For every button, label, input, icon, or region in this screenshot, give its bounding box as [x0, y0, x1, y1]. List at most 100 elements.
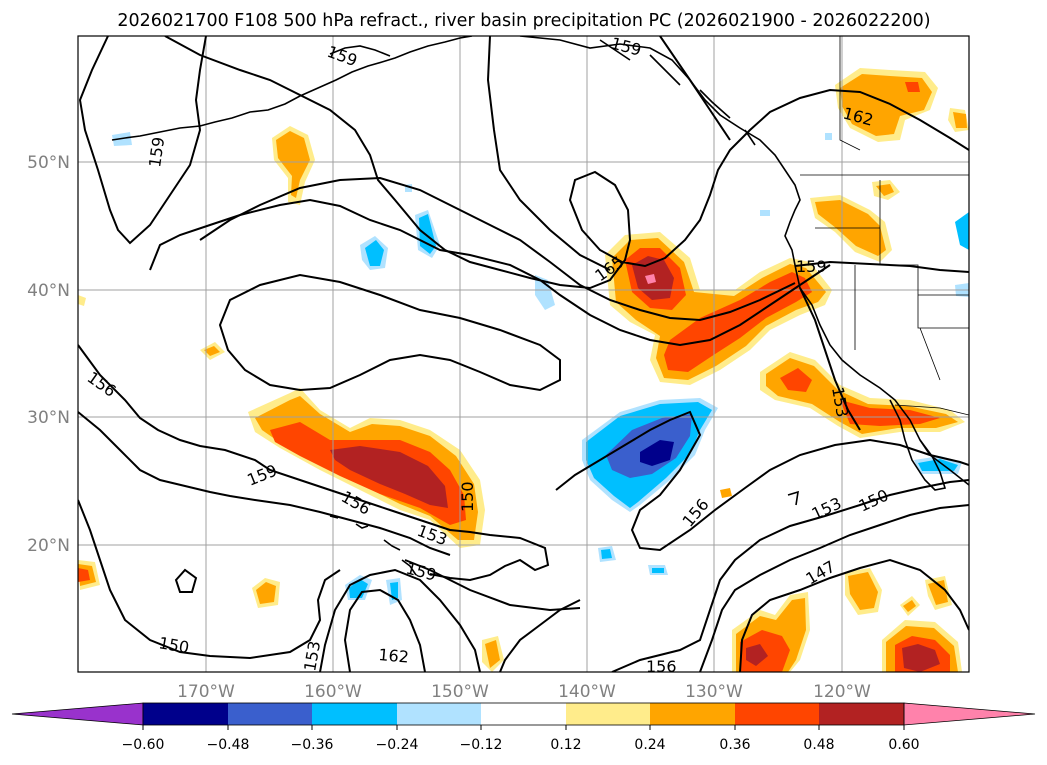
contour-165: [164, 36, 969, 290]
colorbar-tick-label: −0.24: [376, 737, 419, 753]
shade-ne-pink: [645, 274, 656, 284]
figure-title: 2026021700 F108 500 hPa refract., river …: [117, 11, 930, 31]
shade-wp1-orange: [276, 131, 310, 198]
contour-150-east: [699, 504, 969, 672]
contour-165-inner: [486, 36, 611, 271]
shade-se2-orange: [848, 572, 878, 610]
coast-alaska-south: [519, 36, 969, 486]
lon-label: 140°W: [558, 682, 616, 702]
lon-label: 120°W: [813, 682, 871, 702]
colorbar-ticks: [142, 725, 905, 730]
lon-label: 160°W: [304, 682, 362, 702]
contour-153-coast: [799, 287, 861, 431]
shade-wp3-orange: [256, 582, 276, 604]
shade-neg-w1-cyan: [419, 214, 436, 254]
shade-neg-main-navy: [640, 440, 674, 466]
shade-neg-w2-cyan: [365, 240, 384, 266]
contour-159-hawaii: [404, 559, 581, 612]
contour-162-south: [343, 588, 426, 672]
colorbar: −0.60 −0.48 −0.36 −0.24 −0.12 0.12 0.24 …: [11, 702, 1036, 753]
shade-neg-w12-light: [760, 210, 770, 216]
colorbar-tick-label: 0.24: [634, 737, 665, 753]
contour-small-loop: [174, 568, 198, 593]
contour-label: 156: [646, 657, 677, 676]
lat-label: 30°N: [27, 408, 70, 428]
longitude-labels: 170°W 160°W 150°W 140°W 130°W 120°W: [177, 682, 871, 702]
contour-label: 159: [609, 34, 643, 60]
contour-label: 159: [145, 136, 168, 169]
colorbar-tick-label: −0.36: [291, 737, 334, 753]
shade-wp5-yellow: [78, 295, 86, 306]
shade-ca-red: [780, 368, 940, 426]
border-state-1: [815, 180, 969, 381]
colorbar-segment: [143, 703, 228, 725]
shade-neg-main-blue: [606, 414, 692, 478]
contour-label: 159: [796, 257, 827, 276]
colorbar-segment: [481, 703, 566, 725]
contour-label: 150: [458, 481, 477, 512]
colorbar-tick-label: 0.60: [888, 737, 919, 753]
latitude-labels: 50°N 40°N 30°N 20°N: [27, 153, 70, 556]
contour-156-west: [78, 344, 550, 582]
colorbar-tick-labels: −0.60 −0.48 −0.36 −0.24 −0.12 0.12 0.24 …: [122, 737, 920, 753]
colorbar-segment: [735, 703, 819, 725]
shade-wp6-orange: [485, 640, 500, 668]
shade-central-darkred: [330, 446, 448, 508]
shading-layer: [78, 68, 969, 672]
colorbar-segment: [228, 703, 312, 725]
shade-neg-w7-cyan: [652, 568, 664, 573]
shade-se4-darkred: [902, 644, 940, 672]
height-contours: [78, 36, 969, 672]
colorbar-tick-label: −0.12: [460, 737, 503, 753]
shade-yukon-orange: [953, 112, 967, 128]
contour-150-sw: [78, 499, 341, 660]
contour-147: [739, 558, 969, 672]
colorbar-extend-low: [11, 702, 144, 726]
contour-156-east: [555, 410, 969, 552]
border-us-mexico: [894, 404, 969, 416]
lon-label: 150°W: [431, 682, 489, 702]
shade-inland-orange2: [876, 184, 894, 196]
lon-label: 170°W: [177, 682, 235, 702]
colorbar-segment: [312, 703, 397, 725]
contour-153-east: [611, 479, 969, 672]
contour-162-upper: [199, 176, 796, 322]
contour-153-mid: [78, 411, 451, 556]
map-area: 159 159 159 156 159 156 153 150 159 150 …: [78, 34, 969, 676]
colorbar-segment: [566, 703, 650, 725]
shade-neg-w14-light: [825, 133, 832, 140]
colorbar-tick-label: 0.36: [719, 737, 750, 753]
lat-label: 50°N: [27, 153, 70, 173]
lat-label: 40°N: [27, 281, 70, 301]
map-frame: [77, 35, 970, 673]
contour-159-ca: [794, 260, 969, 273]
colorbar-segment: [650, 703, 735, 725]
contour-loop-west: [218, 273, 561, 392]
coast-guadalupe: [787, 490, 799, 506]
shade-neg-w5-cyan: [390, 582, 398, 600]
lat-label: 20°N: [27, 536, 70, 556]
shade-wp4-red: [78, 568, 90, 582]
shade-neg-w3-light: [535, 275, 555, 310]
shade-se1-darkred: [746, 644, 768, 666]
shade-neg-w4-cyan: [349, 579, 368, 598]
colorbar-segment: [397, 703, 481, 725]
contour-west-159: [78, 36, 207, 245]
shade-neg-w10-cyan: [955, 212, 969, 250]
colorbar-tick-label: 0.12: [550, 737, 581, 753]
contour-153-sw: [319, 568, 481, 672]
coast-hawaii: [329, 515, 417, 576]
gridlines: [78, 36, 969, 672]
lon-label: 130°W: [685, 682, 743, 702]
shade-se3-orange: [928, 580, 948, 605]
shade-wp7-orange: [720, 488, 732, 498]
shade-wp2-orange: [204, 346, 220, 356]
colorbar-tick-label: −0.48: [207, 737, 250, 753]
colorbar-segment: [819, 703, 904, 725]
colorbar-tick-label: −0.60: [122, 737, 165, 753]
colorbar-extend-high: [903, 702, 1036, 726]
shade-neg-w6-cyan: [601, 549, 612, 559]
contour-label: 162: [378, 645, 410, 667]
border-ak-canada: [839, 36, 861, 151]
